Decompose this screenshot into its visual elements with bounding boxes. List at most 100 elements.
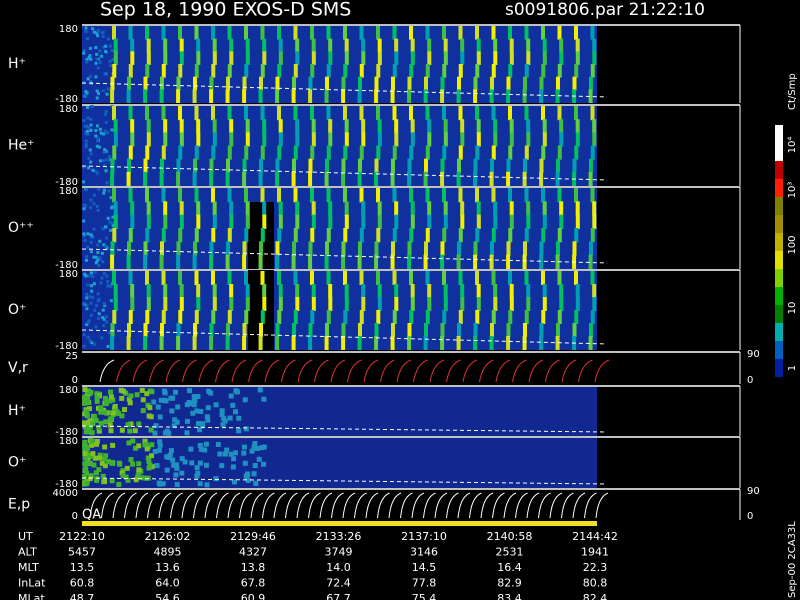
noise [242, 460, 248, 466]
noise [104, 169, 108, 173]
curve [411, 492, 425, 519]
stripe [341, 158, 346, 173]
stripe [394, 119, 399, 134]
noise [89, 79, 93, 83]
noise [97, 145, 101, 149]
stripe [539, 336, 544, 350]
stripe [275, 76, 280, 91]
stripe [559, 284, 564, 298]
noise [195, 470, 201, 476]
stripe [161, 26, 166, 40]
table-cell: 2126:02 [145, 530, 191, 543]
curve [354, 492, 367, 519]
stripe [242, 171, 247, 186]
stripe [324, 89, 329, 103]
stripe [509, 297, 514, 311]
stripe [146, 119, 151, 134]
noise [107, 189, 111, 193]
noise [132, 428, 138, 434]
stripe [524, 26, 529, 40]
noise [94, 438, 100, 444]
stripe [326, 64, 331, 78]
stripe [376, 310, 381, 324]
stripe [476, 214, 481, 229]
stripe [361, 284, 366, 298]
stripe [344, 297, 349, 311]
table-cell: UT [18, 530, 33, 543]
stripe [476, 132, 481, 147]
noise [96, 92, 100, 96]
stripe [161, 228, 166, 243]
stripe [460, 214, 465, 229]
stripe [361, 119, 366, 134]
noise [249, 448, 255, 454]
stripe [311, 214, 316, 229]
stripe [245, 297, 250, 311]
noise [82, 219, 86, 223]
noise [82, 474, 88, 480]
stripe [458, 64, 463, 78]
stripe [242, 323, 247, 337]
curve [429, 359, 445, 383]
noise [84, 446, 90, 452]
stripe [410, 201, 415, 216]
stripe [308, 158, 313, 173]
noise [95, 31, 99, 35]
stripe [146, 51, 151, 65]
stripe [410, 51, 415, 65]
table-cell: 3749 [325, 546, 353, 559]
noise [107, 416, 113, 422]
stripe [341, 254, 346, 269]
stripe [374, 241, 379, 256]
stripe [475, 310, 480, 324]
stripe [359, 310, 364, 324]
stripe [493, 214, 498, 229]
stripe [524, 106, 529, 121]
curve [347, 359, 362, 383]
noise [89, 430, 95, 436]
stripe [293, 271, 298, 285]
stripe [178, 310, 183, 324]
stripe [110, 254, 115, 269]
stripe [493, 51, 498, 65]
stripe [310, 310, 315, 324]
stripe [555, 241, 560, 256]
stripe [278, 119, 283, 134]
noise [127, 428, 133, 434]
stripe [588, 323, 593, 337]
stripe [227, 26, 232, 40]
curve [595, 492, 609, 519]
noise [125, 477, 131, 483]
stripe [293, 64, 298, 78]
noise [194, 465, 200, 471]
stripe [572, 323, 577, 337]
noise [105, 458, 111, 464]
stripe [212, 284, 217, 298]
stripe [211, 188, 215, 203]
stripe [572, 241, 577, 256]
stripe [244, 228, 249, 243]
noise [213, 476, 219, 482]
noise [175, 404, 181, 410]
stripe [311, 297, 316, 311]
stripe [326, 188, 331, 203]
curve [400, 492, 413, 519]
noise [228, 451, 234, 457]
stripe [376, 228, 381, 243]
stripe [357, 76, 362, 91]
stripe [245, 119, 250, 134]
noise [93, 169, 97, 173]
noise [191, 402, 197, 408]
trace [81, 165, 608, 181]
stripe [229, 132, 234, 147]
stripe [524, 188, 529, 203]
stripe [245, 201, 250, 216]
stripe [475, 228, 480, 243]
noise [85, 395, 91, 401]
noise [168, 448, 174, 454]
spectrogram-bg [82, 438, 597, 488]
noise [93, 470, 99, 476]
noise [224, 447, 230, 453]
stripe [522, 89, 527, 103]
stripe [192, 158, 197, 173]
